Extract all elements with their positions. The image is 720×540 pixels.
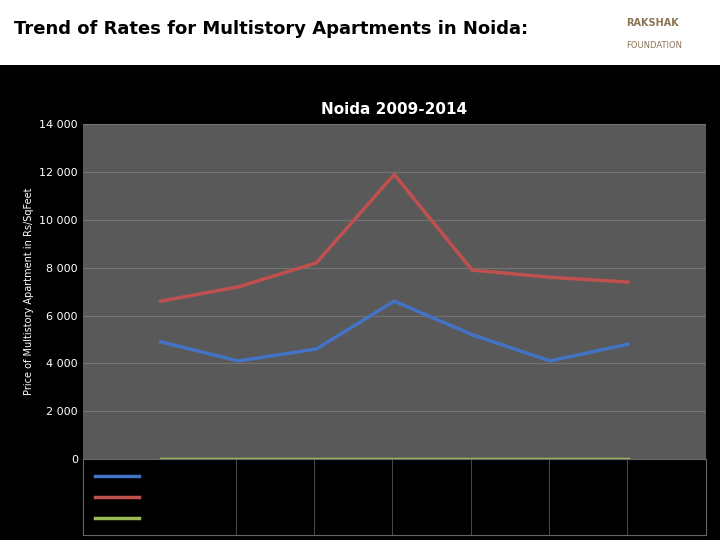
Y-axis label: Price of Multistory Apartment in Rs/SqFeet: Price of Multistory Apartment in Rs/SqFe… <box>24 188 34 395</box>
Text: RAKSHAK: RAKSHAK <box>626 18 679 28</box>
Text: Noida 2009-2014: Noida 2009-2014 <box>321 102 467 117</box>
Text: Trend of Rates for Multistory Apartments in Noida:: Trend of Rates for Multistory Apartments… <box>14 20 528 38</box>
Text: FOUNDATION: FOUNDATION <box>626 41 683 50</box>
